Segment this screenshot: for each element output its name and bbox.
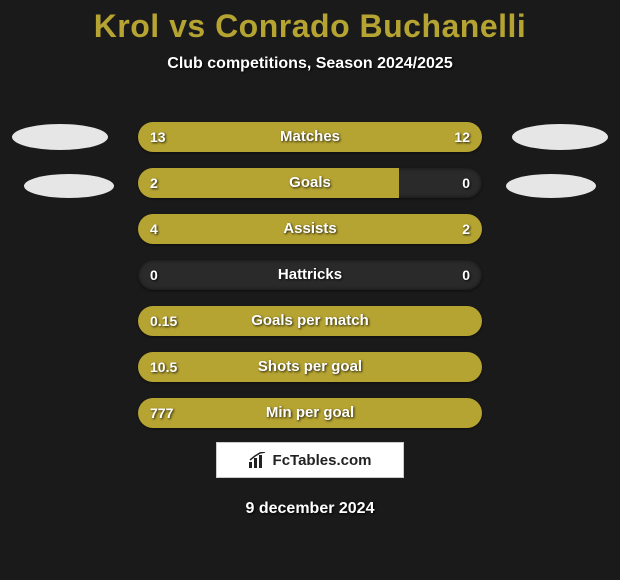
stat-row-shots-per-goal: 10.5 Shots per goal xyxy=(138,352,482,382)
attribution-badge[interactable]: FcTables.com xyxy=(216,442,404,478)
date-label: 9 december 2024 xyxy=(0,500,620,518)
attribution-text: FcTables.com xyxy=(273,452,372,469)
stat-value-right: 12 xyxy=(454,122,470,152)
stat-label: Shots per goal xyxy=(138,352,482,382)
stat-label: Assists xyxy=(138,214,482,244)
player-right-shape-1 xyxy=(512,124,608,150)
stat-label: Goals xyxy=(138,168,482,198)
stat-row-assists: 4 Assists 2 xyxy=(138,214,482,244)
subtitle: Club competitions, Season 2024/2025 xyxy=(0,55,620,73)
page-title: Krol vs Conrado Buchanelli xyxy=(0,0,620,45)
stat-row-min-per-goal: 777 Min per goal xyxy=(138,398,482,428)
stat-row-matches: 13 Matches 12 xyxy=(138,122,482,152)
stat-bars: 13 Matches 12 2 Goals 0 4 Assists 2 0 Ha… xyxy=(138,122,482,444)
stat-row-hattricks: 0 Hattricks 0 xyxy=(138,260,482,290)
stat-label: Hattricks xyxy=(138,260,482,290)
stat-row-goals: 2 Goals 0 xyxy=(138,168,482,198)
stat-label: Matches xyxy=(138,122,482,152)
stat-row-goals-per-match: 0.15 Goals per match xyxy=(138,306,482,336)
stat-label: Min per goal xyxy=(138,398,482,428)
chart-icon xyxy=(249,452,267,468)
stat-label: Goals per match xyxy=(138,306,482,336)
player-left-shape-2 xyxy=(24,174,114,198)
player-right-shape-2 xyxy=(506,174,596,198)
stat-value-right: 0 xyxy=(462,168,470,198)
stat-value-right: 2 xyxy=(462,214,470,244)
stat-value-right: 0 xyxy=(462,260,470,290)
player-left-shape-1 xyxy=(12,124,108,150)
